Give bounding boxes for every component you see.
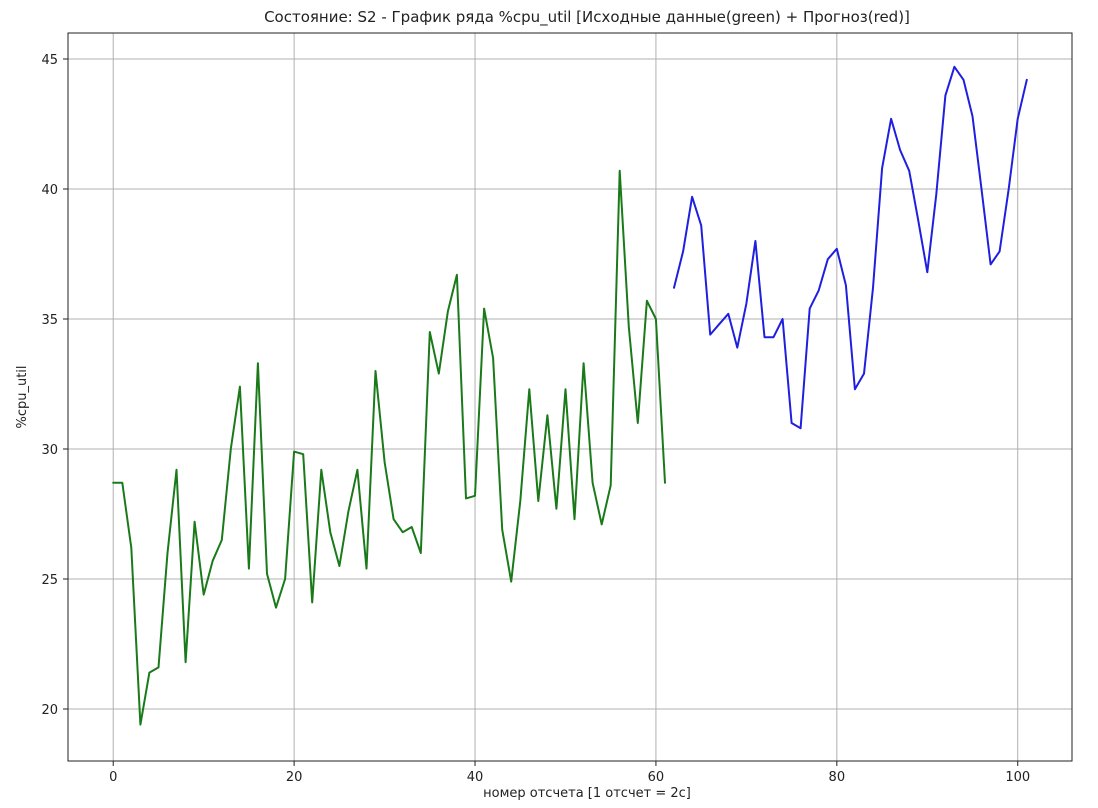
- y-tick-label: 30: [41, 443, 58, 458]
- chart-title: Состояние: S2 - График ряда %cpu_util [И…: [264, 8, 910, 27]
- x-tick-label: 100: [1005, 770, 1030, 785]
- y-tick-label: 25: [41, 573, 58, 588]
- y-axis-label: %cpu_util: [15, 365, 30, 428]
- y-tick-label: 35: [41, 313, 58, 328]
- y-tick-label: 40: [41, 183, 58, 198]
- x-tick-label: 20: [286, 770, 303, 785]
- y-tick-label: 45: [41, 53, 58, 68]
- x-tick-label: 80: [829, 770, 846, 785]
- ticks: 0 20 40 60 80 100 20 25 30 35 40 45: [41, 53, 1030, 785]
- series-layer: [112, 65, 1028, 726]
- x-tick-label: 0: [109, 770, 117, 785]
- series-line-blue: [673, 65, 1028, 430]
- plot-frame: [67, 32, 1073, 762]
- x-axis-label: номер отсчета [1 отсчет = 2с]: [483, 786, 691, 801]
- x-tick-label: 40: [467, 770, 484, 785]
- y-tick-label: 20: [41, 703, 58, 718]
- series-line-green: [112, 169, 666, 726]
- x-tick-label: 60: [648, 770, 665, 785]
